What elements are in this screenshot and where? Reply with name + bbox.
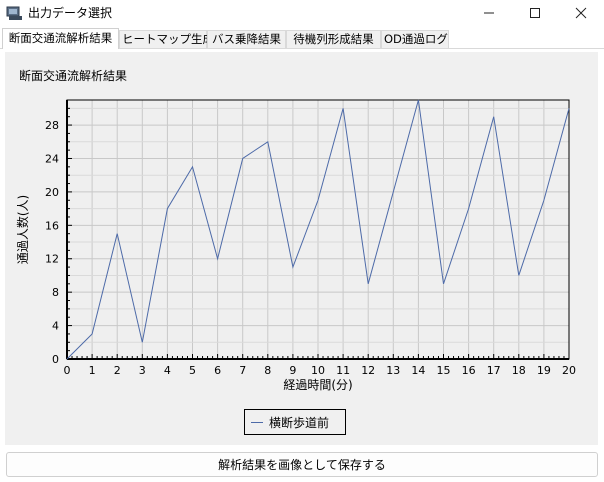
y-tick-label: 28: [45, 119, 59, 132]
x-axis-label: 経過時間(分): [283, 378, 352, 392]
x-tick-label: 3: [139, 364, 146, 377]
x-tick-label: 1: [89, 364, 96, 377]
x-tick-label: 7: [239, 364, 246, 377]
x-tick-label: 15: [437, 364, 451, 377]
close-icon: [575, 7, 587, 19]
x-tick-label: 4: [164, 364, 171, 377]
tab-section-flow[interactable]: 断面交通流解析結果: [2, 28, 119, 49]
tab-strip: 断面交通流解析結果 ヒートマップ生成 バス乗降結果 待機列形成結果 OD通過ログ: [0, 28, 604, 49]
y-tick-label: 20: [45, 186, 59, 199]
x-tick-label: 10: [311, 364, 325, 377]
x-tick-label: 14: [411, 364, 425, 377]
line-chart: 0 1 2 3 4 5 6 7 8 9 10 11 12 13 14 15 16 17 18 19 2004812162…: [15, 99, 576, 392]
title-bar: 出力データ選択: [0, 0, 604, 26]
y-tick-label: 4: [52, 320, 59, 333]
app-icon: [6, 6, 22, 20]
chart-series: [66, 99, 570, 360]
close-button[interactable]: [558, 0, 604, 26]
legend-swatch: [251, 421, 263, 423]
x-tick-label: 0: [64, 364, 71, 377]
chart-legend: 横断歩道前: [244, 409, 346, 435]
y-tick-label: 12: [45, 253, 59, 266]
x-tick-label: 12: [361, 364, 375, 377]
x-tick-label: 16: [462, 364, 476, 377]
tab-divider: [0, 48, 604, 49]
x-tick-label: 17: [487, 364, 501, 377]
y-tick-label: 24: [45, 152, 59, 165]
tab-queue-formation[interactable]: 待機列形成結果: [286, 30, 381, 49]
y-tick-label: 16: [45, 219, 59, 232]
x-tick-label: 13: [386, 364, 400, 377]
chart-ticks: 0 1 2 3 4 5 6 7 8 9 10 11 12 13 14 15 16 17 18 19 2004812162…: [45, 99, 576, 377]
y-axis-label: 通過人数(人): [15, 195, 30, 264]
x-tick-label: 5: [189, 364, 196, 377]
y-tick-label: 0: [52, 353, 59, 366]
x-tick-label: 18: [512, 364, 526, 377]
chart-grid: [66, 100, 570, 360]
x-tick-label: 8: [264, 364, 271, 377]
x-tick-label: 6: [214, 364, 221, 377]
chart-title: 断面交通流解析結果: [19, 69, 128, 83]
x-tick-label: 11: [336, 364, 350, 377]
x-tick-label: 19: [537, 364, 551, 377]
x-tick-label: 2: [114, 364, 121, 377]
series-line: [66, 99, 570, 360]
minimize-icon: [484, 12, 494, 14]
y-tick-label: 8: [52, 286, 59, 299]
x-tick-label: 9: [289, 364, 296, 377]
tab-panel: 断面交通流解析結果 0 1 2 3 4 5 6 7 8 9 10 11 12 13 14 15 16 17 18 19…: [5, 52, 598, 445]
tab-bus-boarding[interactable]: バス乗降結果: [207, 30, 286, 49]
x-tick-label: 20: [562, 364, 576, 377]
minimize-button[interactable]: [466, 0, 512, 26]
save-image-button[interactable]: 解析結果を画像として保存する: [6, 452, 598, 477]
window-title: 出力データ選択: [28, 6, 113, 20]
maximize-icon: [530, 8, 540, 18]
legend-entry-label: 横断歩道前: [269, 415, 330, 430]
tab-od-log[interactable]: OD通過ログ: [381, 30, 449, 49]
maximize-button[interactable]: [512, 0, 558, 26]
tab-heatmap[interactable]: ヒートマップ生成: [119, 30, 214, 49]
